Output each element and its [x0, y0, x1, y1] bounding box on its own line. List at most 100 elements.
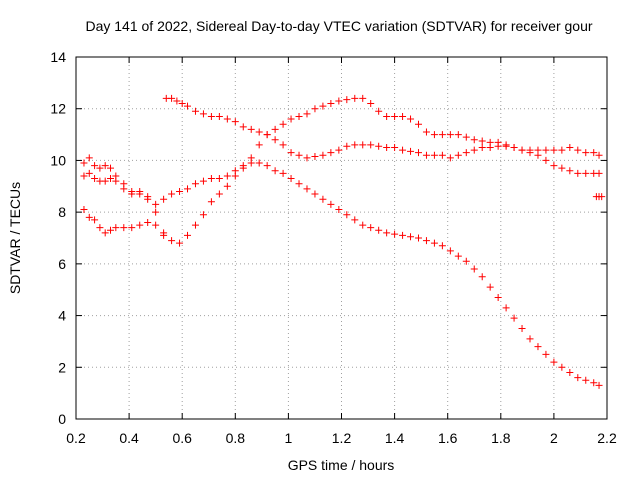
data-point	[279, 169, 287, 177]
data-point	[295, 151, 303, 159]
y-tick-label: 12	[50, 101, 66, 117]
data-point	[215, 112, 223, 120]
data-point	[199, 211, 207, 219]
data-point	[173, 97, 181, 105]
data-point	[128, 187, 136, 195]
data-point	[383, 112, 391, 120]
data-point	[367, 100, 375, 108]
data-point	[85, 213, 93, 221]
data-point	[470, 146, 478, 154]
data-point	[375, 226, 383, 234]
data-point	[327, 149, 335, 157]
data-point	[454, 131, 462, 139]
data-point	[199, 177, 207, 185]
data-point	[168, 237, 176, 245]
chart-title: Day 141 of 2022, Sidereal Day-to-day VTE…	[85, 18, 592, 34]
data-point	[462, 149, 470, 157]
data-point	[247, 125, 255, 133]
data-point	[399, 146, 407, 154]
data-point	[255, 141, 263, 149]
data-point	[414, 234, 422, 242]
data-point	[107, 164, 115, 172]
data-point	[255, 128, 263, 136]
data-point	[85, 154, 93, 162]
data-point	[335, 206, 343, 214]
data-point	[550, 358, 558, 366]
data-points	[80, 94, 606, 389]
data-point	[502, 142, 510, 150]
data-point	[399, 231, 407, 239]
data-point	[478, 144, 486, 151]
data-point	[184, 102, 192, 110]
x-tick-label: 1.4	[385, 430, 405, 446]
data-point	[176, 239, 184, 247]
data-point	[422, 151, 430, 159]
data-point	[383, 144, 391, 151]
data-point	[359, 221, 367, 229]
data-point	[367, 141, 375, 149]
x-tick-label: 2.2	[597, 430, 617, 446]
y-tick-label: 4	[58, 308, 66, 324]
plot-frame	[75, 56, 608, 420]
data-point	[311, 105, 319, 113]
data-point	[510, 314, 518, 322]
grid-lines	[76, 57, 607, 419]
data-point	[80, 172, 88, 180]
data-point	[534, 151, 542, 159]
data-point	[207, 198, 215, 206]
data-point	[91, 175, 99, 183]
data-point	[191, 107, 199, 115]
data-point	[207, 112, 215, 120]
data-point	[542, 350, 550, 358]
data-point	[391, 144, 399, 151]
data-point	[534, 343, 542, 351]
data-point	[101, 162, 109, 170]
data-point	[383, 229, 391, 237]
data-point	[327, 200, 335, 208]
data-point	[430, 131, 438, 139]
x-axis-label: GPS time / hours	[288, 457, 395, 473]
data-point	[582, 376, 590, 384]
y-axis-label: SDTVAR / TECUs	[7, 182, 23, 294]
data-point	[223, 115, 231, 123]
data-point	[438, 131, 446, 139]
data-point	[96, 224, 104, 232]
data-point	[359, 141, 367, 149]
data-point	[494, 293, 502, 301]
data-point	[96, 164, 104, 172]
series-track-c	[80, 159, 603, 389]
data-point	[446, 154, 454, 162]
data-point	[582, 149, 590, 157]
data-point	[319, 195, 327, 203]
data-point	[327, 100, 335, 108]
data-point	[80, 159, 88, 167]
data-point	[178, 100, 186, 108]
data-point	[223, 172, 231, 180]
data-point	[407, 115, 415, 123]
series-track-e	[592, 193, 606, 201]
x-tick-label: 1	[285, 430, 293, 446]
data-point	[486, 144, 494, 151]
data-point	[598, 193, 606, 201]
data-point	[367, 224, 375, 232]
data-point	[407, 147, 415, 155]
data-point	[582, 169, 590, 177]
data-point	[375, 142, 383, 150]
x-tick-label: 2	[550, 430, 558, 446]
data-point	[470, 136, 478, 144]
data-point	[542, 156, 550, 164]
data-point	[343, 211, 351, 219]
data-point	[462, 133, 470, 141]
data-point	[494, 142, 502, 150]
data-point	[152, 208, 160, 216]
data-point	[91, 216, 99, 224]
x-tick-label: 0.8	[226, 430, 246, 446]
data-point	[112, 172, 120, 180]
tick-labels: 0.2 0.4 0.6 0.8 1 1.2 1.4 1.6 1.8 2 2.2 0 2 4 6 8 10 12 14	[50, 49, 617, 446]
data-point	[311, 190, 319, 198]
data-point	[191, 221, 199, 229]
data-point	[566, 368, 574, 376]
data-point	[414, 149, 422, 157]
data-point	[574, 374, 582, 382]
